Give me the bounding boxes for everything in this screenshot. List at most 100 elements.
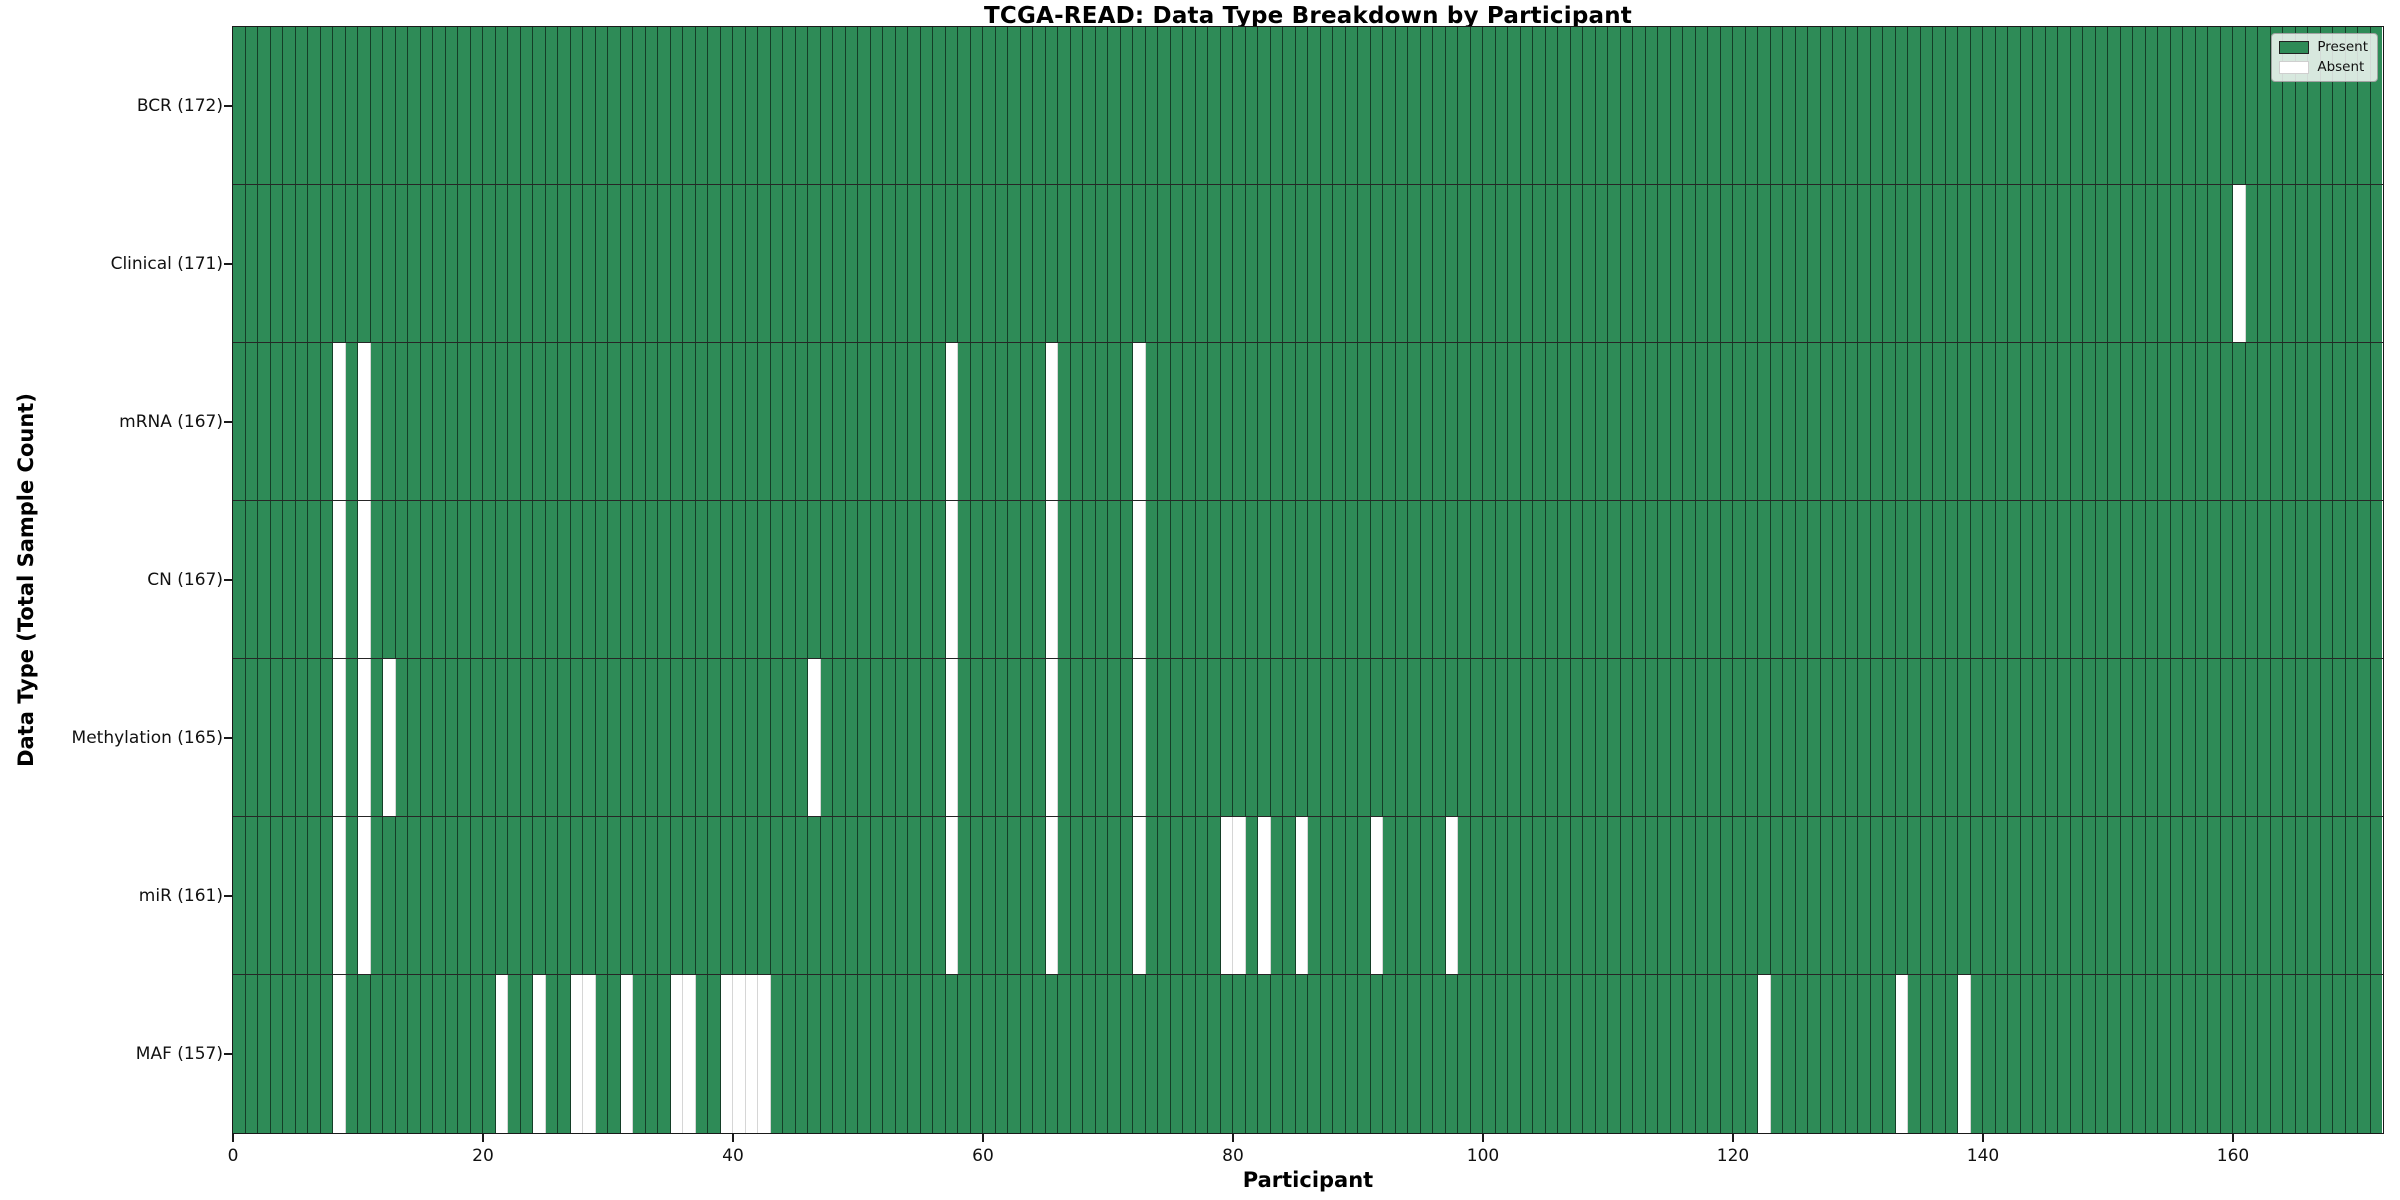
matrix-cell — [2133, 501, 2146, 658]
matrix-cell — [2095, 501, 2108, 658]
matrix-cell — [658, 659, 671, 816]
matrix-cell — [1695, 343, 1708, 500]
matrix-cell — [1495, 817, 1508, 974]
matrix-cell — [1070, 185, 1083, 342]
matrix-cell — [2120, 185, 2133, 342]
matrix-cell — [858, 27, 871, 184]
matrix-cell — [1820, 501, 1833, 658]
matrix-cell — [1258, 817, 1271, 974]
matrix-cell — [1120, 27, 1133, 184]
matrix-cell — [1370, 27, 1383, 184]
matrix-cell — [1258, 27, 1271, 184]
matrix-cell — [1170, 817, 1183, 974]
matrix-cell — [1333, 343, 1346, 500]
matrix-cell — [545, 343, 558, 500]
matrix-cell — [2195, 975, 2208, 1133]
matrix-cell — [2233, 27, 2246, 184]
y-tick-label-cn: CN (167) — [147, 570, 223, 590]
matrix-cell — [1320, 343, 1333, 500]
matrix-cell — [1545, 659, 1558, 816]
matrix-cell — [933, 185, 946, 342]
matrix-cell — [1408, 501, 1421, 658]
matrix-cell — [1358, 659, 1371, 816]
matrix-cell — [1708, 817, 1721, 974]
matrix-cell — [1733, 343, 1746, 500]
matrix-cell — [1645, 27, 1658, 184]
matrix-cell — [2258, 185, 2271, 342]
matrix-cell — [1620, 343, 1633, 500]
matrix-cell — [670, 343, 683, 500]
matrix-cell — [1508, 27, 1521, 184]
matrix-cell — [1183, 501, 1196, 658]
matrix-cell — [1845, 185, 1858, 342]
matrix-cell — [2358, 185, 2371, 342]
matrix-cell — [845, 185, 858, 342]
matrix-cell — [1783, 27, 1796, 184]
matrix-cell — [995, 343, 1008, 500]
matrix-cell — [1820, 659, 1833, 816]
matrix-cell — [495, 817, 508, 974]
matrix-cell — [408, 817, 421, 974]
matrix-cell — [1208, 185, 1221, 342]
matrix-cell — [1983, 975, 1996, 1133]
matrix-cell — [2333, 975, 2346, 1133]
matrix-cell — [683, 185, 696, 342]
matrix-cell — [2170, 185, 2183, 342]
matrix-cell — [1895, 501, 1908, 658]
matrix-cell — [933, 27, 946, 184]
matrix-cell — [808, 501, 821, 658]
matrix-cell — [1620, 817, 1633, 974]
matrix-cell — [1920, 817, 1933, 974]
matrix-cell — [620, 501, 633, 658]
matrix-cell — [595, 185, 608, 342]
matrix-cell — [2008, 27, 2021, 184]
matrix-cell — [2258, 501, 2271, 658]
matrix-cell — [2220, 817, 2233, 974]
matrix-cell — [1995, 27, 2008, 184]
matrix-cell — [1383, 501, 1396, 658]
matrix-cell — [2345, 501, 2358, 658]
matrix-cell — [295, 659, 308, 816]
matrix-cell — [283, 501, 296, 658]
matrix-cell — [1295, 817, 1308, 974]
matrix-cell — [1270, 501, 1283, 658]
matrix-cell — [308, 501, 321, 658]
matrix-cell — [708, 817, 721, 974]
matrix-cell — [1558, 659, 1571, 816]
matrix-cell — [1433, 659, 1446, 816]
matrix-cell — [445, 343, 458, 500]
matrix-cell — [1495, 659, 1508, 816]
matrix-cell — [2195, 817, 2208, 974]
matrix-cell — [495, 975, 508, 1133]
matrix-cell — [2233, 185, 2246, 342]
matrix-cell — [408, 185, 421, 342]
matrix-cell — [2008, 975, 2021, 1133]
matrix-cell — [583, 501, 596, 658]
matrix-cell — [1258, 343, 1271, 500]
matrix-cell — [1970, 975, 1983, 1133]
matrix-cell — [2320, 975, 2333, 1133]
matrix-cell — [258, 343, 271, 500]
matrix-cell — [833, 185, 846, 342]
matrix-cell — [1045, 501, 1058, 658]
matrix-cell — [1108, 185, 1121, 342]
matrix-cell — [2045, 501, 2058, 658]
matrix-cell — [1470, 27, 1483, 184]
matrix-cell — [1445, 659, 1458, 816]
matrix-cell — [1395, 817, 1408, 974]
matrix-cell — [795, 185, 808, 342]
matrix-cell — [733, 817, 746, 974]
matrix-cell — [870, 817, 883, 974]
matrix-cell — [1433, 27, 1446, 184]
matrix-cell — [970, 501, 983, 658]
matrix-cell — [270, 185, 283, 342]
matrix-cell — [2095, 343, 2108, 500]
matrix-cell — [1220, 659, 1233, 816]
matrix-cell — [445, 27, 458, 184]
matrix-cell — [245, 501, 258, 658]
matrix-cell — [1820, 343, 1833, 500]
matrix-cell — [658, 817, 671, 974]
matrix-cell — [720, 659, 733, 816]
matrix-cell — [2070, 27, 2083, 184]
matrix-cell — [570, 975, 583, 1133]
